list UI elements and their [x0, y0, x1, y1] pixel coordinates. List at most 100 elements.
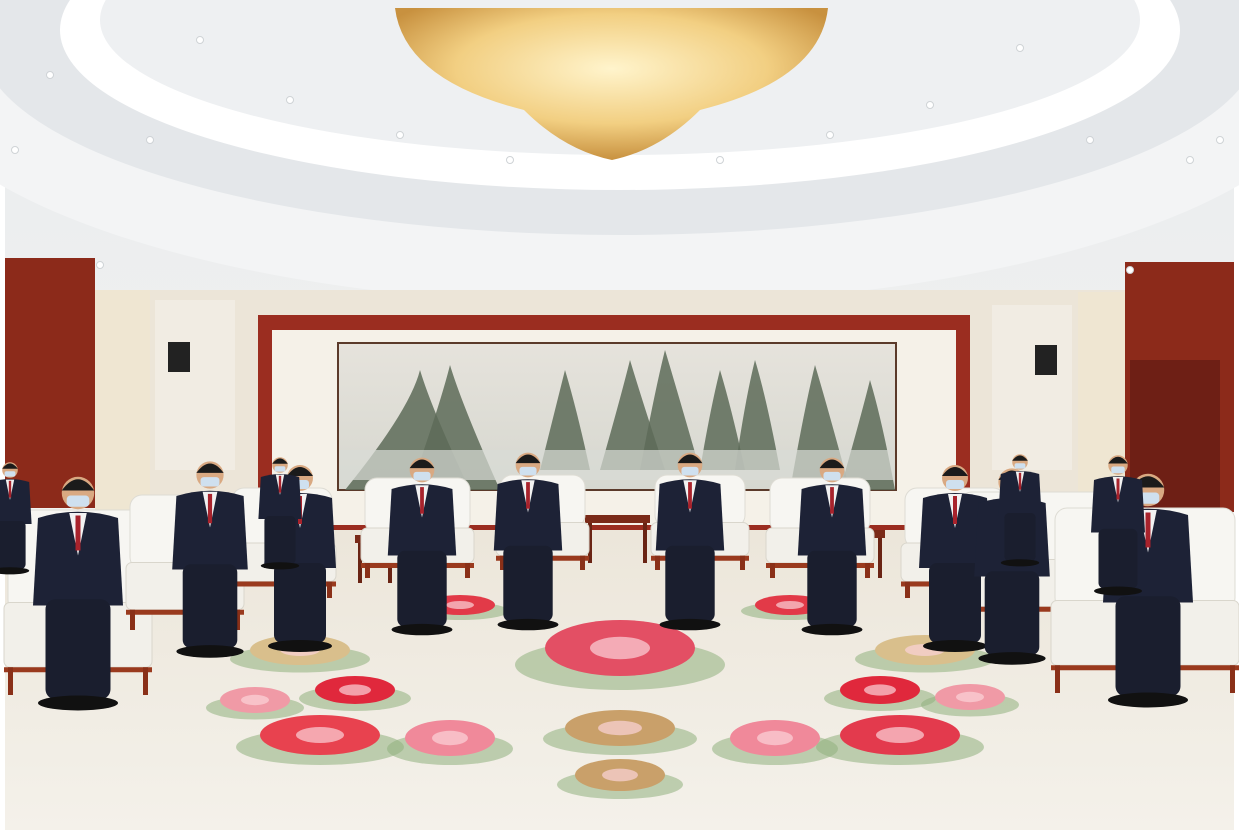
mountain: [700, 370, 745, 470]
chair-leg: [580, 555, 585, 570]
wall-panel: [1078, 292, 1125, 512]
downlight: [1016, 44, 1024, 52]
downlight: [1126, 266, 1134, 274]
mask: [66, 495, 90, 507]
downlight: [396, 131, 404, 139]
mask: [1014, 463, 1026, 469]
tie: [1145, 512, 1151, 548]
shoes: [497, 618, 559, 631]
downlight: [1186, 156, 1194, 164]
tie: [278, 475, 282, 493]
downlight: [46, 71, 54, 79]
suit: [387, 484, 457, 556]
person: [493, 452, 563, 631]
tie: [830, 487, 834, 514]
chair-leg: [740, 555, 745, 570]
hair: [2, 463, 18, 469]
mask: [681, 466, 699, 476]
chair-leg: [1055, 665, 1060, 693]
chair-leg: [905, 581, 910, 598]
flower-center: [776, 601, 804, 609]
mask: [1111, 466, 1125, 474]
tie: [526, 482, 530, 509]
person: [258, 457, 302, 570]
chair-leg: [235, 609, 240, 630]
mask: [823, 471, 841, 481]
suit: [33, 511, 123, 606]
mountains: [340, 350, 895, 490]
suit: [258, 474, 302, 519]
chair-leg: [500, 555, 505, 570]
person: [1091, 455, 1145, 596]
downlight: [286, 96, 294, 104]
hair: [272, 458, 288, 464]
flower-center: [339, 684, 371, 696]
hair: [1012, 455, 1028, 461]
shoes: [176, 645, 244, 658]
flower-center: [446, 601, 474, 609]
flower-center: [432, 730, 468, 746]
speaker: [168, 342, 190, 372]
hair: [409, 459, 435, 469]
downlight: [506, 156, 514, 164]
mask: [946, 480, 964, 489]
suit: [0, 479, 32, 524]
legs: [929, 563, 981, 643]
flower-center: [241, 694, 269, 706]
shoes: [268, 640, 332, 652]
wall-panel: [95, 290, 150, 510]
downlight: [96, 261, 104, 269]
shoes: [38, 695, 118, 711]
shoes: [923, 640, 987, 652]
tie: [953, 496, 957, 524]
hair: [61, 479, 95, 491]
hair: [819, 459, 845, 469]
shoes: [0, 567, 30, 575]
legs: [264, 516, 296, 564]
downlight: [1086, 136, 1094, 144]
legs: [182, 564, 238, 649]
chandelier: [395, 8, 828, 160]
suit: [172, 490, 248, 570]
person: [998, 454, 1042, 567]
chair-leg: [327, 581, 332, 598]
shoes: [1000, 559, 1040, 567]
mask: [274, 466, 286, 472]
furniture: [0, 452, 1239, 711]
legs: [45, 599, 111, 700]
tie: [1018, 472, 1022, 490]
hair: [1108, 456, 1128, 464]
chair-leg: [143, 667, 148, 695]
flower-center: [876, 727, 924, 743]
shoes: [801, 623, 863, 636]
speaker: [1035, 345, 1057, 375]
hair: [196, 463, 224, 473]
suit: [797, 484, 867, 556]
tie: [1116, 478, 1120, 500]
mask: [200, 477, 220, 487]
tie: [420, 487, 424, 514]
legs: [503, 545, 553, 622]
person: [919, 465, 991, 652]
suit: [1091, 476, 1145, 533]
person: [387, 457, 457, 636]
legs: [984, 571, 1040, 656]
downlight: [926, 101, 934, 109]
downlight: [196, 36, 204, 44]
shoes: [978, 652, 1046, 665]
shoes: [1094, 586, 1142, 596]
wall-panel: [155, 300, 235, 470]
hair: [942, 467, 968, 476]
suit: [493, 479, 563, 551]
shoes: [391, 623, 453, 636]
downlight: [716, 156, 724, 164]
mask: [413, 471, 431, 481]
mountain: [640, 350, 700, 470]
person: [172, 461, 248, 658]
table-top: [585, 515, 650, 523]
mountain: [540, 370, 590, 470]
flower-center: [296, 727, 344, 743]
shoes: [260, 562, 300, 570]
flower-center: [590, 636, 650, 660]
